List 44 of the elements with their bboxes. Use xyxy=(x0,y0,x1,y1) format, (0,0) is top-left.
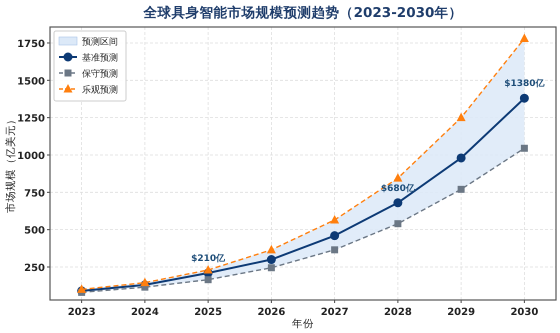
y-tick-label: 1000 xyxy=(17,150,46,162)
point xyxy=(140,278,150,286)
legend-label: 保守预测 xyxy=(82,68,118,80)
point xyxy=(268,264,275,272)
x-tick-label: 2029 xyxy=(447,307,476,318)
y-tick-label: 1250 xyxy=(17,114,46,125)
y-axis-title: 市场规模（亿美元） xyxy=(4,114,17,213)
point xyxy=(394,220,402,228)
point xyxy=(330,231,340,240)
chart-title: 全球具身智能市场规模预测趋势（2023-2030年） xyxy=(142,4,462,21)
point xyxy=(266,255,276,264)
y-tick-label: 1500 xyxy=(17,76,46,88)
point xyxy=(520,34,529,42)
x-tick-label: 2028 xyxy=(384,307,412,318)
point xyxy=(204,264,213,274)
annotation: $210亿 xyxy=(191,252,226,264)
x-tick-label: 2030 xyxy=(510,307,538,318)
x-tick-label: 2027 xyxy=(320,307,349,318)
point xyxy=(520,144,528,152)
point xyxy=(331,246,338,254)
annotation: $1380亿 xyxy=(504,78,546,90)
annotation: $680亿 xyxy=(380,182,416,194)
point xyxy=(520,94,529,103)
point xyxy=(458,186,465,193)
y-tick-label: 750 xyxy=(24,188,46,200)
y-tick-label: 500 xyxy=(24,226,46,237)
x-tick-label: 2025 xyxy=(194,307,222,318)
point xyxy=(77,284,86,293)
legend-title: 预测区间 xyxy=(82,36,118,48)
legend-label: 基准预测 xyxy=(82,52,118,64)
x-tick-label: 2024 xyxy=(130,307,159,318)
point xyxy=(204,276,212,284)
x-tick-label: 2023 xyxy=(68,307,96,318)
x-axis-title: 年份 xyxy=(292,318,314,330)
y-tick-label: 1750 xyxy=(17,38,46,50)
point xyxy=(456,153,466,162)
point xyxy=(393,198,402,208)
legend-label: 乐观预测 xyxy=(82,84,118,96)
point xyxy=(393,173,402,182)
point xyxy=(330,214,340,224)
x-tick-label: 2026 xyxy=(257,307,286,318)
point xyxy=(266,244,276,254)
point xyxy=(456,112,466,122)
y-tick-label: 250 xyxy=(24,262,46,274)
